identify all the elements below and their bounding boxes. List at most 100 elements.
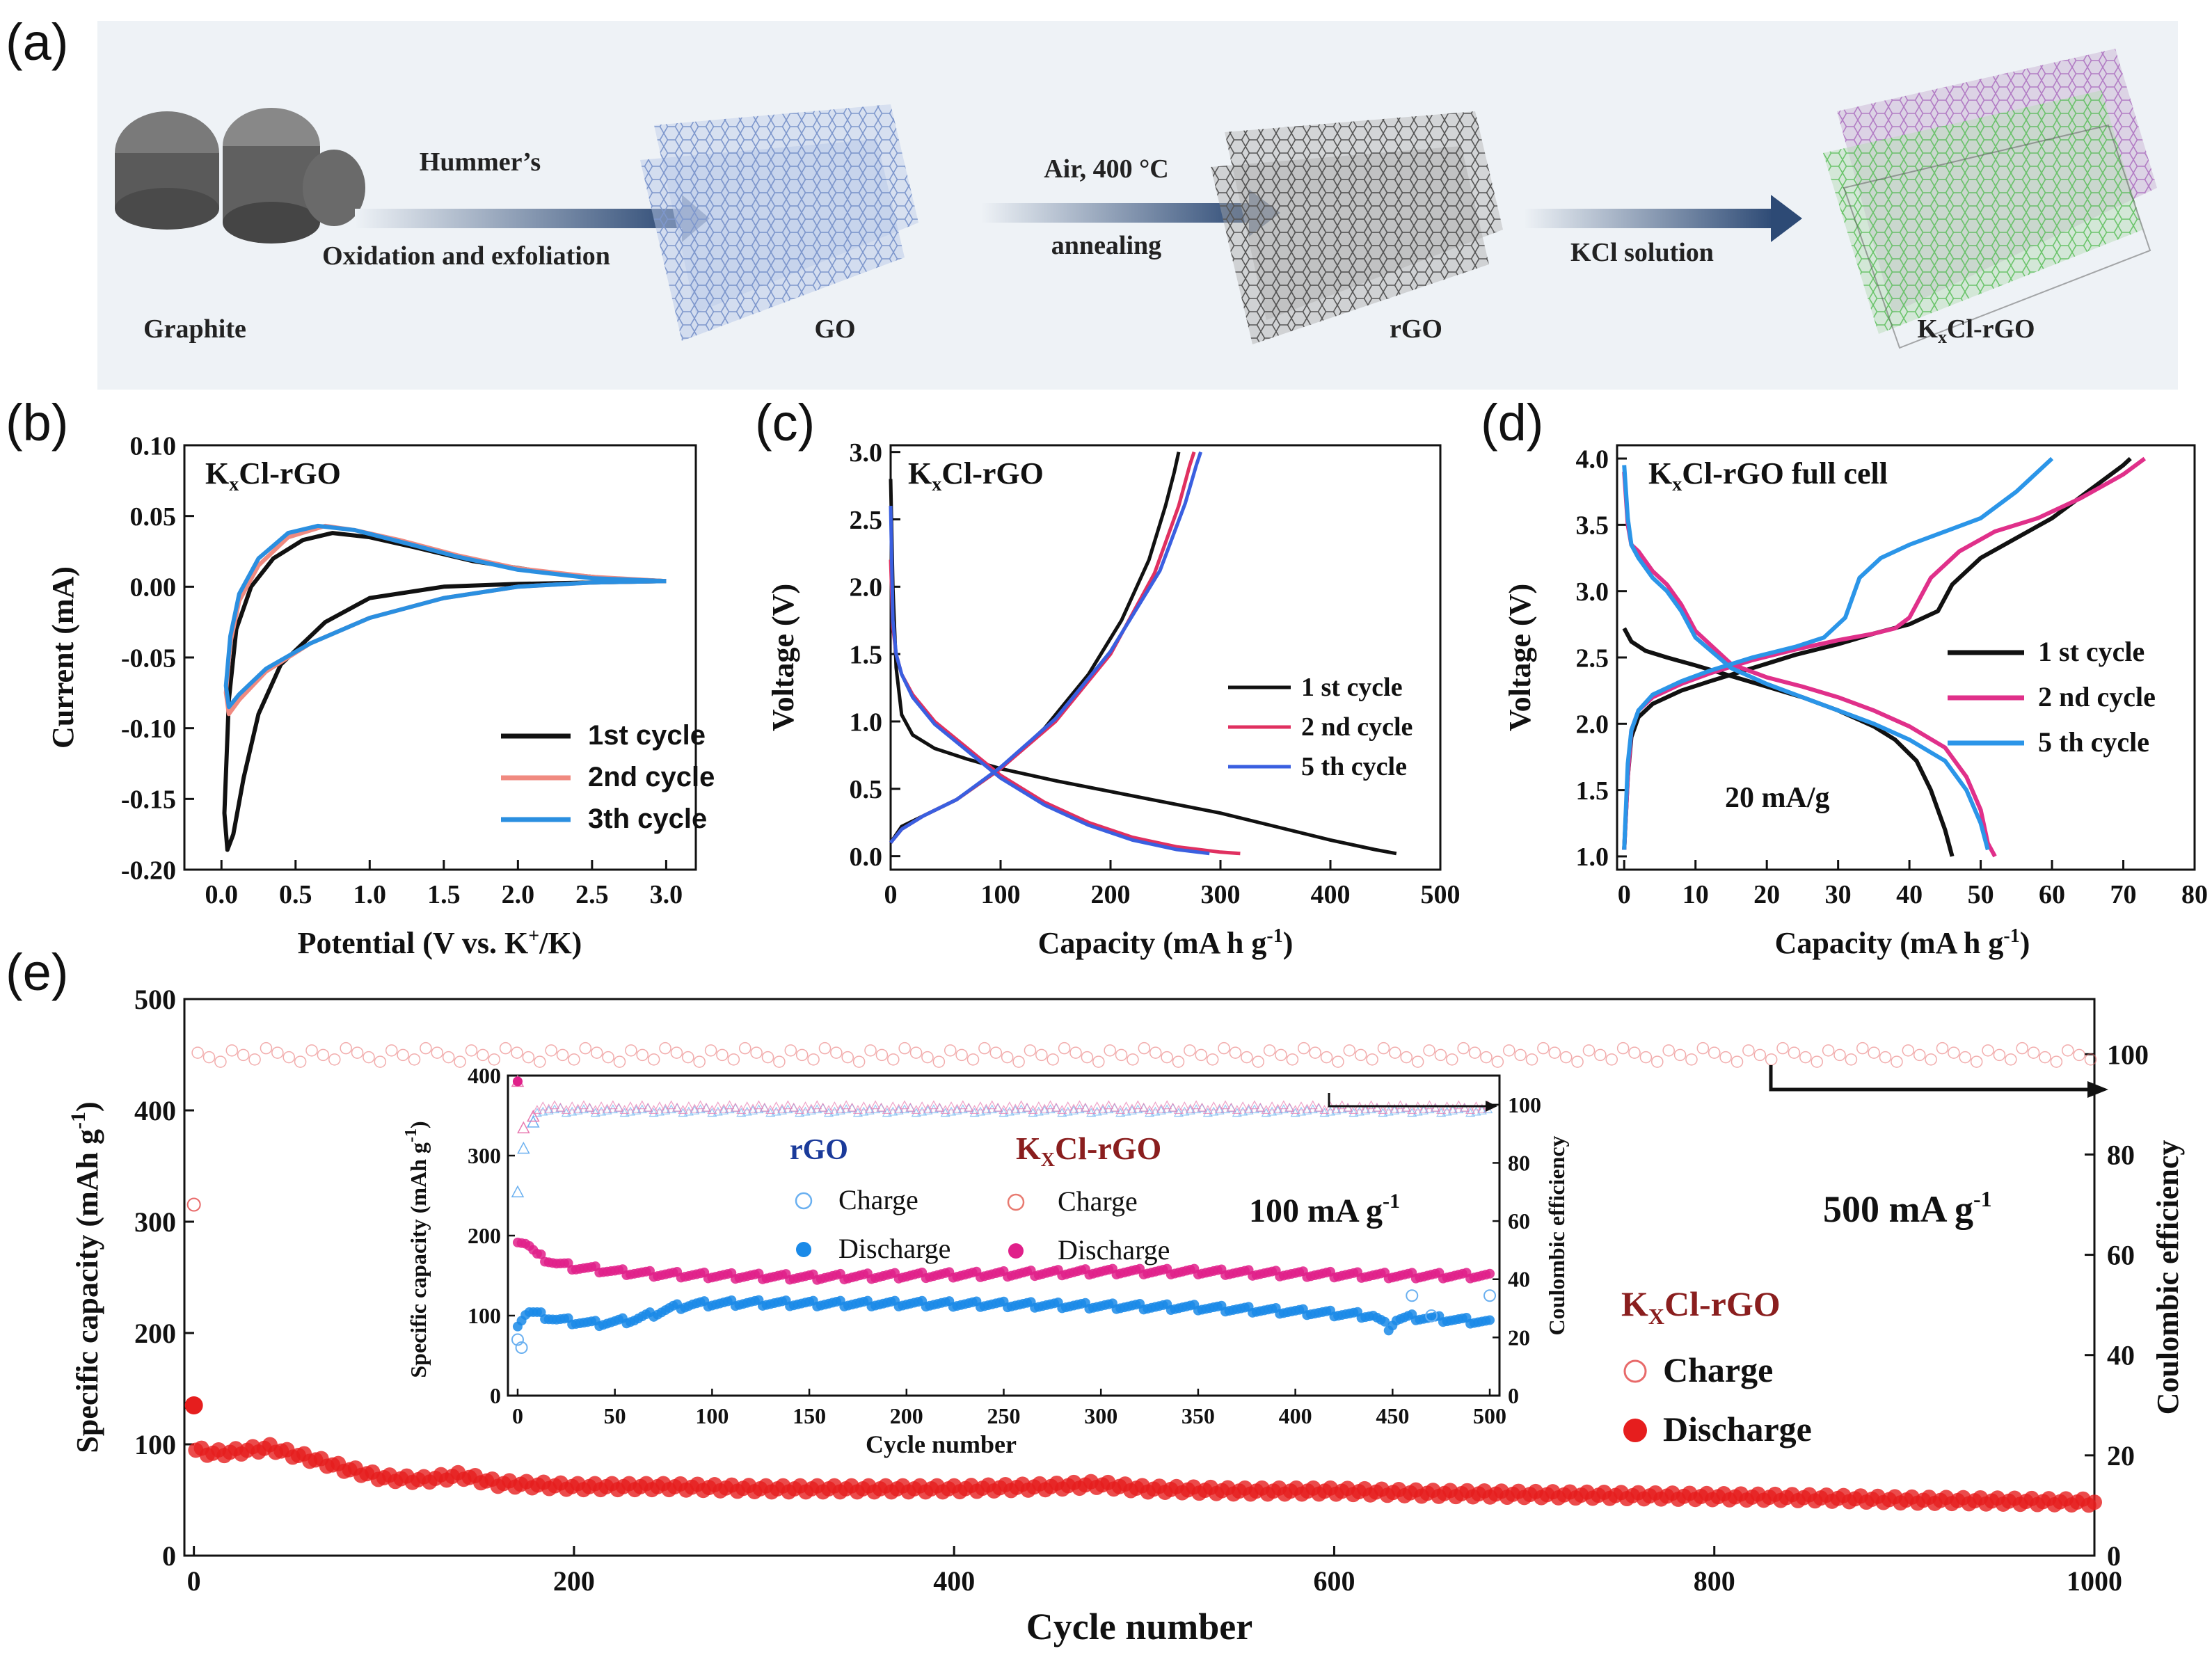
y-tick-label: 0	[162, 1540, 176, 1572]
inset-y-right-tick-label: 80	[1508, 1150, 1530, 1175]
inset-ce-point	[666, 1100, 676, 1110]
inset-ce-point	[824, 1108, 834, 1117]
ce-point-e	[1012, 1055, 1025, 1068]
inset-y-tick-label: 200	[468, 1223, 501, 1248]
legend-label-d-1: 1 st cycle	[2038, 636, 2145, 667]
ce-point-e	[1845, 1053, 1858, 1066]
ce-point-e	[1628, 1046, 1641, 1059]
ce-point-e	[1822, 1044, 1835, 1057]
ce-point-e	[1696, 1042, 1710, 1055]
inset-ylabel-left-part-2: )	[406, 1121, 431, 1128]
ce-point-e	[1685, 1053, 1698, 1066]
x-tick-label: 1.0	[353, 880, 387, 909]
inset-ce-arrow-head-icon	[1486, 1101, 1497, 1112]
legend-label-charge-e: Charge	[1663, 1350, 1773, 1389]
synthesis-schematic-svg: Graphite Hummer’s Oxidation and exfoliat…	[115, 49, 2157, 349]
inset-ce-point	[1238, 1101, 1248, 1110]
rate-label-e-part-0: 500 mA g	[1823, 1188, 1973, 1230]
y-tick-label: 200	[134, 1318, 176, 1349]
inset-ce-point	[538, 1101, 548, 1110]
ce-point-e	[864, 1044, 877, 1057]
rate-label-e-part-1: -1	[1973, 1186, 1992, 1211]
ce-point-e	[328, 1053, 341, 1066]
inset-ce-point	[888, 1101, 898, 1110]
kcl-rgo-sheets-icon	[1823, 49, 2157, 349]
legend-label-c-2: 2 nd cycle	[1301, 712, 1413, 742]
inset-ce-point	[1296, 1101, 1307, 1110]
inset-rate-label-part-1: -1	[1383, 1190, 1400, 1213]
inset-discharge-point	[536, 1249, 546, 1259]
ce-point-e	[420, 1042, 432, 1055]
x-tick-label: 70	[2110, 880, 2137, 909]
ce-point-e	[1195, 1048, 1208, 1062]
ce-point-e	[454, 1055, 466, 1068]
inset-ce-point	[1168, 1102, 1178, 1112]
ce-point-e	[1400, 1051, 1413, 1064]
ce-point-e	[921, 1051, 934, 1064]
ce-point-e	[1639, 1051, 1653, 1064]
y-tick-label: 500	[134, 984, 176, 1015]
ce-point-e	[1423, 1044, 1435, 1057]
inset-legend-label-rgo-charge: Charge	[838, 1184, 918, 1215]
chart-d-xlabel: Capacity (mA h g-1)	[1775, 925, 2030, 960]
inset-ce-point	[701, 1102, 712, 1112]
inset-rate-label: 100 mA g-1	[1249, 1190, 1400, 1229]
legend-label-b-2: 2nd cycle	[588, 762, 715, 792]
ce-arrow-head-e-icon	[2087, 1081, 2108, 1098]
inset-ce-point	[1162, 1100, 1172, 1110]
inset-ylabel-left: Specific capacity (mAh g-1)	[402, 1121, 431, 1378]
ce-point-e	[1616, 1042, 1630, 1055]
inset-ce-point	[765, 1108, 776, 1117]
ce-point-e	[1913, 1048, 1926, 1062]
inset-ce-point	[1314, 1102, 1324, 1112]
panel-label-d: (d)	[1481, 394, 1544, 452]
legend-label-b-1: 1st cycle	[588, 720, 706, 751]
inset-ce-point	[1226, 1102, 1236, 1112]
inset-ce-point	[795, 1108, 805, 1117]
inset-legend-label-kcl-discharge: Discharge	[1058, 1234, 1170, 1266]
inset-ce-point	[550, 1100, 560, 1110]
chart-b-xlabel: Potential (V vs. K+/K)	[298, 925, 582, 960]
chart-e-xlabel: Cycle number	[1026, 1606, 1252, 1647]
ce-point-e	[1480, 1051, 1493, 1064]
x-tick-label: 60	[2039, 880, 2065, 909]
ce-point-e	[568, 1053, 580, 1066]
ce-point-e	[807, 1053, 820, 1066]
ce-point-e	[1377, 1042, 1390, 1055]
inset-ce-start-point	[517, 1141, 530, 1154]
ce-point-e	[1446, 1053, 1458, 1066]
inset-ce-point	[1115, 1108, 1126, 1117]
y-tick-label: 3.0	[850, 438, 883, 468]
inset-y-right-tick-label: 20	[1508, 1325, 1530, 1350]
charge-curve-d-3	[1622, 456, 2054, 850]
y-tick-label: 0.00	[130, 573, 177, 602]
ce-point-e	[1559, 1051, 1573, 1064]
chart-d-xlabel-part-0: Capacity (mA h g	[1775, 926, 2004, 960]
ce-point-e	[716, 1048, 729, 1062]
inset-ce-point	[1109, 1102, 1120, 1112]
legend-label-c-1: 1 st cycle	[1301, 673, 1403, 702]
inset-ce-point	[596, 1101, 607, 1110]
ce-point-e	[214, 1055, 227, 1068]
go-sheets-icon	[640, 104, 918, 341]
chart-d-title-part-2: Cl-rGO full cell	[1682, 456, 1888, 490]
chart-b-title-part-0: K	[205, 456, 229, 490]
ce-point-e	[590, 1046, 603, 1059]
inset-ce-point	[532, 1108, 542, 1117]
arrow-2-bottom-label: annealing	[1051, 231, 1161, 260]
y-tick-label: 3.0	[1576, 577, 1609, 607]
inset-ce-point	[584, 1102, 595, 1112]
ce-point-e	[1058, 1042, 1071, 1055]
inset-ylabel-left-part-1: -1	[402, 1128, 420, 1142]
chart-d-full-cell: 0 10 20 30 40 50 60 70 80 1.0 1.5 2.0 2.5 3.0 3.5 4.0 Kx…	[1503, 444, 2208, 960]
ce-point-e	[659, 1042, 671, 1055]
inset-x-tick-label: 300	[1084, 1403, 1117, 1428]
y-tick-label: 0.5	[850, 775, 883, 804]
ce-point-e	[670, 1046, 683, 1059]
chart-d-xlabel-part-1: -1	[2003, 925, 2019, 947]
chart-c-title: KxCl-rGO	[908, 456, 1044, 495]
inset-ce-point	[1290, 1108, 1300, 1117]
legend-title-e-part-2: Cl-rGO	[1664, 1284, 1781, 1323]
ce-first-point-e	[186, 1197, 201, 1212]
y-tick-label: 100	[134, 1429, 176, 1460]
